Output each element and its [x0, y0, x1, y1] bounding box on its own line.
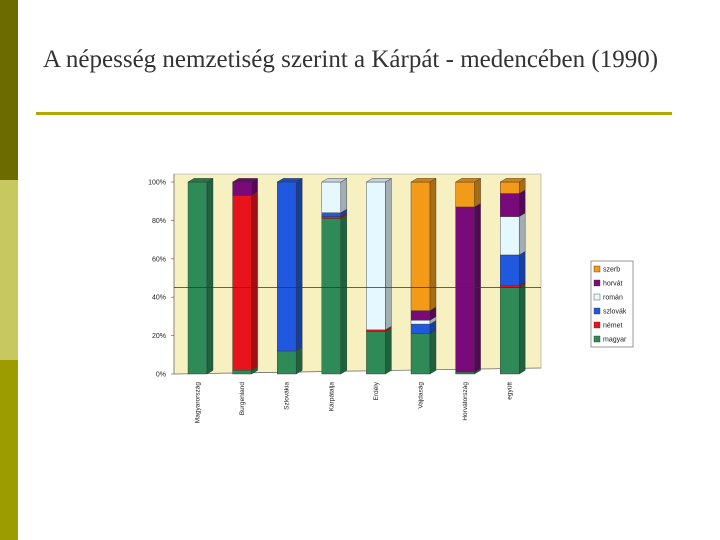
bar-segment-magyar [321, 214, 347, 375]
bar-segment-szlovák [500, 251, 526, 287]
legend-label: magyar [603, 337, 627, 344]
bar-segment-magyar [187, 178, 214, 375]
bar-top [365, 178, 393, 183]
legend-box [590, 260, 634, 348]
category-label: együtt [507, 382, 514, 400]
y-tick-label: 100% [148, 180, 166, 187]
plot-background [173, 173, 542, 375]
bar-segment-magyar [410, 329, 437, 375]
title-underline [36, 112, 672, 115]
legend-item-horvát: horvát [593, 279, 623, 288]
bar-segment-horvát [500, 189, 526, 217]
y-tick-label: 0% [156, 372, 166, 379]
legend-label: szlovák [603, 309, 627, 316]
bar-segment-magyar [500, 283, 526, 375]
legend-swatch [593, 321, 601, 329]
legend-swatch [593, 335, 601, 343]
bar-top [410, 178, 437, 183]
category-label: Vajdaság [418, 382, 425, 409]
legend-item-német: német [593, 321, 623, 330]
bar-top [321, 178, 348, 183]
bar-segment-magyar [366, 327, 392, 375]
legend-label: horvát [603, 281, 623, 288]
bar-top [276, 178, 303, 183]
bar-segment-román [500, 212, 526, 256]
category-label: Burgenland [239, 382, 246, 416]
bar-top [454, 178, 482, 183]
side-band-middle [0, 180, 18, 360]
legend-swatch [593, 265, 601, 273]
category-label: Kárpátalja [328, 382, 335, 412]
bar-segment-szerb [410, 178, 437, 311]
legend-swatch [593, 307, 601, 315]
legend-item-szlovák: szlovák [593, 307, 627, 316]
category-label: Horvátország [462, 382, 469, 421]
category-labels: Magyarország Burgenland Szlovákia Kárpátalj… [195, 381, 514, 423]
y-tick-label: 20% [152, 333, 166, 340]
y-axis: 0% 20% 40% 60% 80% 100% [148, 180, 174, 379]
bar-segment-román [321, 178, 347, 214]
legend-item-magyar: magyar [593, 335, 627, 344]
category-label: Szlovákia [284, 382, 291, 410]
y-tick-label: 80% [152, 218, 166, 225]
bar-top [187, 178, 214, 183]
bar-segment-német [366, 325, 392, 333]
category-label: Erdély [373, 381, 380, 400]
bar-segment-szerb [455, 178, 481, 208]
page-title: A népesség nemzetiség szerint a Kárpát -… [43, 46, 659, 73]
bar-segment-magyar [277, 347, 303, 375]
legend-item-román: román [593, 293, 623, 302]
plot-area [173, 173, 542, 375]
category-label: Magyarország [195, 382, 202, 424]
bar-series [174, 178, 541, 375]
y-tick-label: 40% [152, 295, 166, 302]
legend-label: német [603, 323, 623, 330]
legend-item-szerb: szerb [593, 265, 620, 274]
legend-swatch [593, 279, 601, 287]
legend-swatch [593, 293, 601, 301]
side-band-bottom [0, 360, 18, 540]
side-band-top [0, 0, 18, 180]
bar-segment-román [366, 178, 392, 331]
legend: szerb horvát román szlovák német magyar [590, 260, 634, 348]
y-tick-label: 60% [152, 256, 166, 263]
legend-label: román [603, 295, 623, 302]
bar-top [231, 178, 259, 183]
legend-label: szerb [603, 267, 620, 274]
bar-segment-szlovák [277, 178, 303, 352]
bar-segment-német [232, 191, 258, 371]
bar-top [499, 178, 526, 183]
